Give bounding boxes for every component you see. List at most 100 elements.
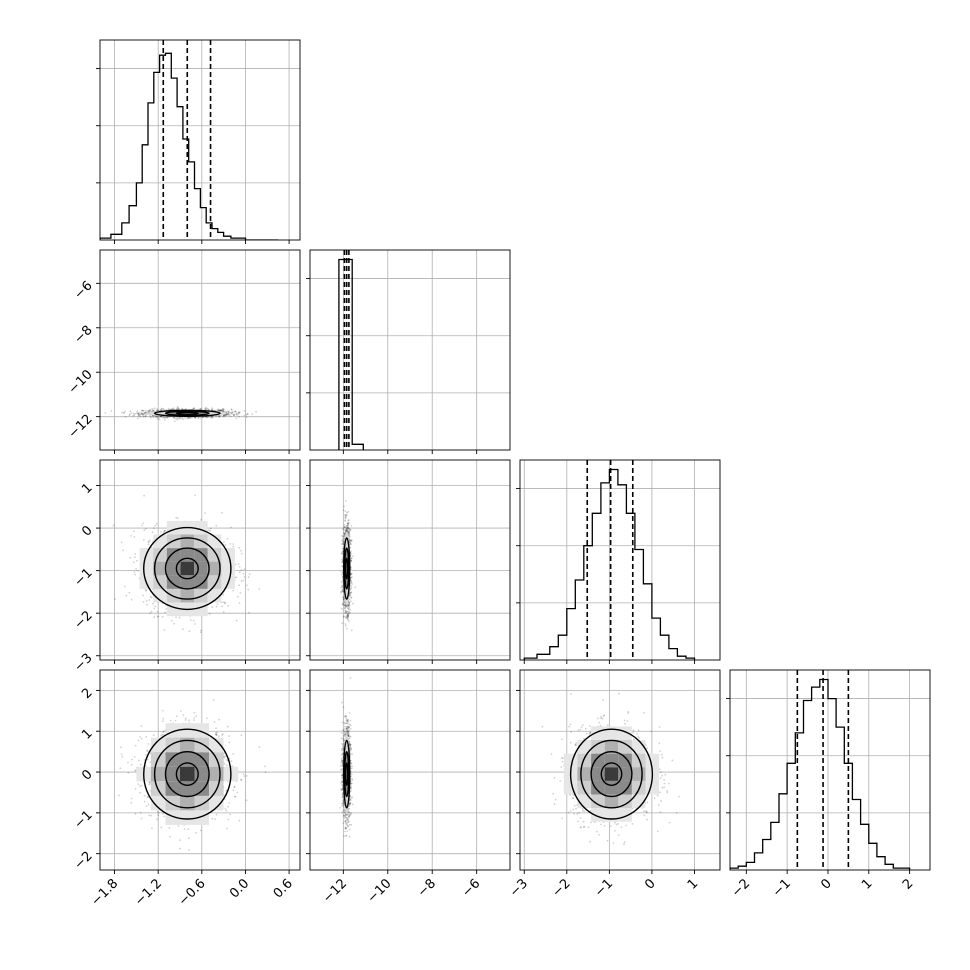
scatter-point [349, 591, 352, 594]
scatter-point [219, 409, 222, 412]
scatter-point [344, 510, 347, 513]
scatter-point [148, 409, 151, 412]
density-contour [343, 537, 351, 600]
scatter-point [149, 612, 152, 614]
scatter-point [148, 599, 151, 601]
scatter-point [347, 604, 350, 607]
scatter-point [176, 517, 179, 520]
y-tick-label: −8 [71, 323, 95, 347]
scatter-point [236, 414, 239, 417]
scatter-point [350, 524, 353, 527]
scatter-point [149, 414, 151, 417]
scatter-point [222, 415, 225, 418]
scatter-point [176, 405, 179, 408]
scatter-point [342, 598, 345, 601]
scatter-point [341, 585, 344, 587]
scatter-point [141, 409, 144, 412]
scatter-point [349, 538, 352, 541]
scatter-point [200, 407, 203, 410]
scatter-point [147, 541, 150, 544]
scatter-point [223, 541, 225, 543]
scatter-point [200, 518, 203, 521]
scatter-point [348, 602, 351, 605]
scatter-point [344, 624, 347, 627]
scatter-point [145, 412, 148, 414]
scatter-point [342, 598, 345, 600]
scatter-point [146, 411, 149, 414]
scatter-point [147, 543, 150, 546]
scatter-point [222, 408, 225, 411]
scatter-point [157, 615, 160, 618]
scatter-point [141, 737, 143, 740]
scatter-point [223, 601, 225, 603]
scatter-point [348, 604, 351, 607]
scatter-point [264, 765, 266, 768]
scatter-point [340, 591, 342, 594]
scatter-point [345, 611, 347, 613]
scatter-point [345, 529, 348, 531]
scatter-point [348, 528, 351, 531]
scatter-point [220, 409, 223, 412]
scatter-point [341, 539, 344, 541]
scatter-point [341, 550, 344, 553]
scatter-point [188, 416, 190, 419]
scatter-point [218, 415, 221, 418]
scatter-point [138, 759, 140, 762]
scatter-point [255, 410, 257, 413]
scatter-point [343, 526, 346, 528]
scatter-point [157, 814, 160, 817]
density-block [194, 602, 208, 617]
scatter-point [348, 601, 350, 604]
histogram-step [730, 678, 911, 870]
scatter-point [341, 586, 344, 589]
scatter-point [247, 576, 250, 579]
scatter-point [229, 542, 232, 545]
scatter-point [222, 410, 225, 413]
scatter-point [219, 409, 221, 412]
scatter-point [350, 596, 353, 599]
scatter-point [350, 629, 353, 632]
scatter-point [162, 408, 165, 411]
scatter-point [159, 409, 162, 411]
scatter-point [217, 409, 220, 412]
scatter-point [350, 587, 353, 589]
scatter-point [150, 596, 153, 599]
scatter-point [140, 412, 143, 415]
scatter-point [221, 734, 224, 736]
scatter-point [240, 580, 243, 582]
scatter-point [166, 416, 169, 419]
scatter-point [177, 407, 180, 409]
scatter-point [350, 581, 353, 583]
scatter-point [340, 581, 343, 584]
scatter-point [215, 731, 218, 734]
scatter-point [349, 594, 352, 597]
scatter-point [142, 539, 145, 541]
scatter-point [344, 612, 346, 614]
scatter-point [222, 407, 224, 410]
scatter-point [154, 605, 157, 608]
scatter-point [151, 602, 154, 605]
scatter-point [190, 619, 192, 621]
scatter-point [139, 791, 142, 794]
joint-density-group [104, 405, 257, 423]
scatter-point [134, 812, 137, 815]
scatter-point [133, 530, 135, 532]
scatter-point [350, 572, 353, 575]
scatter-point [238, 584, 241, 587]
scatter-point [156, 415, 159, 418]
scatter-point [341, 543, 344, 545]
axes-frame [309, 459, 511, 661]
scatter-point [145, 599, 148, 602]
scatter-point [229, 415, 232, 417]
scatter-point [343, 601, 346, 604]
scatter-point [341, 565, 343, 567]
scatter-point [218, 409, 221, 412]
scatter-point [156, 615, 159, 618]
scatter-point [134, 769, 137, 772]
density-fill [344, 548, 349, 589]
y-tick-label: 0 [79, 523, 95, 539]
scatter-point [161, 615, 164, 618]
scatter-point [110, 410, 113, 412]
scatter-point [346, 511, 348, 514]
